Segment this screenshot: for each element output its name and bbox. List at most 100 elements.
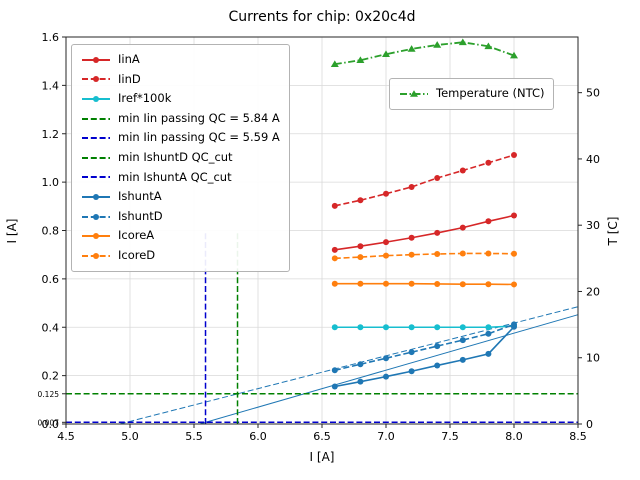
series-line (334, 282, 515, 286)
x-tick-label: 4.5 (57, 430, 75, 443)
legend-swatch (82, 193, 110, 200)
marker-circle (459, 250, 466, 257)
y-tick-label: 1.0 (42, 176, 60, 189)
legend-item: IcoreD (81, 246, 280, 266)
marker-circle (511, 250, 517, 257)
marker-circle (459, 224, 466, 231)
legend-swatch (82, 233, 110, 240)
marker-circle (511, 212, 517, 219)
marker-circle (408, 280, 415, 287)
marker-circle (383, 355, 389, 362)
marker-triangle (433, 41, 442, 48)
x-tick-label: 5.0 (121, 430, 139, 443)
marker-circle (434, 175, 441, 182)
y-tick-label: 0.8 (42, 225, 60, 238)
series-IshuntA (331, 323, 517, 390)
marker-circle (485, 330, 492, 337)
marker-circle (434, 362, 441, 369)
x-tick-label: 6.0 (249, 430, 267, 443)
x-tick-label: 8.0 (505, 430, 523, 443)
marker-circle (93, 56, 99, 63)
marker-triangle (407, 45, 416, 52)
x-tick-label: 8.5 (569, 430, 587, 443)
series-IinA (331, 212, 517, 253)
series-IcoreA (331, 280, 517, 288)
marker-circle (93, 76, 99, 83)
y-tick-label: 1.2 (42, 128, 60, 141)
marker-circle (459, 167, 466, 174)
y-tick-label: 1.6 (42, 31, 60, 44)
y-right-tick-label: 20 (586, 285, 600, 298)
marker-circle (511, 321, 517, 328)
marker-triangle (410, 89, 418, 97)
y-right-tick-label: 40 (586, 153, 600, 166)
marker-circle (331, 367, 338, 374)
legend-swatch (82, 156, 110, 159)
series-IshuntD (331, 321, 517, 374)
series-line (334, 323, 515, 372)
marker-circle (383, 239, 389, 246)
legend-label: IshuntD (118, 208, 163, 223)
series-Iref*100k (331, 323, 517, 331)
x-tick-label: 7.5 (441, 430, 459, 443)
marker-circle (408, 234, 415, 241)
x-tick-label: 5.5 (185, 430, 203, 443)
marker-circle (485, 281, 492, 288)
marker-circle (383, 190, 389, 197)
marker-circle (93, 95, 99, 102)
series-line (334, 325, 515, 329)
legend-swatch (82, 117, 110, 120)
legend-label: min Iin passing QC = 5.84 A (118, 110, 280, 125)
legend-item: Temperature (NTC) (399, 84, 544, 104)
legend-swatch (82, 56, 110, 63)
legend-item: IshuntA (81, 187, 280, 207)
marker-circle (434, 343, 441, 350)
marker-triangle (356, 56, 365, 63)
y-axis-label-left: I [A] (5, 218, 19, 244)
marker-circle (357, 197, 364, 204)
marker-circle (331, 246, 338, 253)
marker-circle (434, 324, 441, 331)
marker-circle (459, 324, 466, 331)
y-right-tick-label: 50 (586, 87, 600, 100)
marker-circle (93, 252, 99, 259)
marker-circle (408, 251, 415, 258)
y-right-tick-label: 0 (586, 418, 593, 431)
marker-circle (511, 152, 517, 159)
legend-swatch (82, 137, 110, 140)
legend-label: IcoreD (118, 247, 156, 262)
series-line (334, 252, 515, 260)
x-tick-label: 7.0 (377, 430, 395, 443)
marker-circle (485, 324, 492, 331)
legend-swatch (82, 213, 110, 220)
legend-label: min IshuntA QC_cut (118, 169, 232, 184)
marker-circle (383, 280, 389, 287)
legend-item: min Iin passing QC = 5.59 A (81, 128, 280, 148)
chart-title: Currents for chip: 0x20c4d (228, 9, 416, 25)
marker-circle (434, 280, 441, 287)
marker-circle (459, 356, 466, 363)
legend-label: IcoreA (118, 228, 155, 243)
legend-label: IinD (118, 71, 141, 86)
y-tick-extra-label: 0.007 (38, 418, 60, 427)
x-tick-label: 6.5 (313, 430, 331, 443)
legend-label: IshuntA (118, 189, 162, 204)
marker-circle (357, 324, 364, 331)
marker-circle (357, 361, 364, 368)
legend-item: IinD (81, 70, 280, 90)
marker-circle (331, 324, 338, 331)
marker-circle (408, 183, 415, 190)
marker-circle (331, 280, 338, 287)
marker-triangle (382, 50, 390, 58)
y-tick-extra-label: 0.125 (38, 390, 60, 399)
marker-circle (434, 229, 441, 236)
legend-item: IshuntD (81, 207, 280, 227)
marker-circle (357, 378, 364, 385)
fit-line (199, 314, 579, 425)
marker-circle (383, 252, 389, 259)
legend-item: Iref*100k (81, 89, 280, 109)
marker-circle (383, 324, 389, 331)
legend-temperature: Temperature (NTC) (389, 78, 555, 110)
y-right-tick-label: 10 (586, 352, 600, 365)
marker-circle (485, 159, 492, 166)
